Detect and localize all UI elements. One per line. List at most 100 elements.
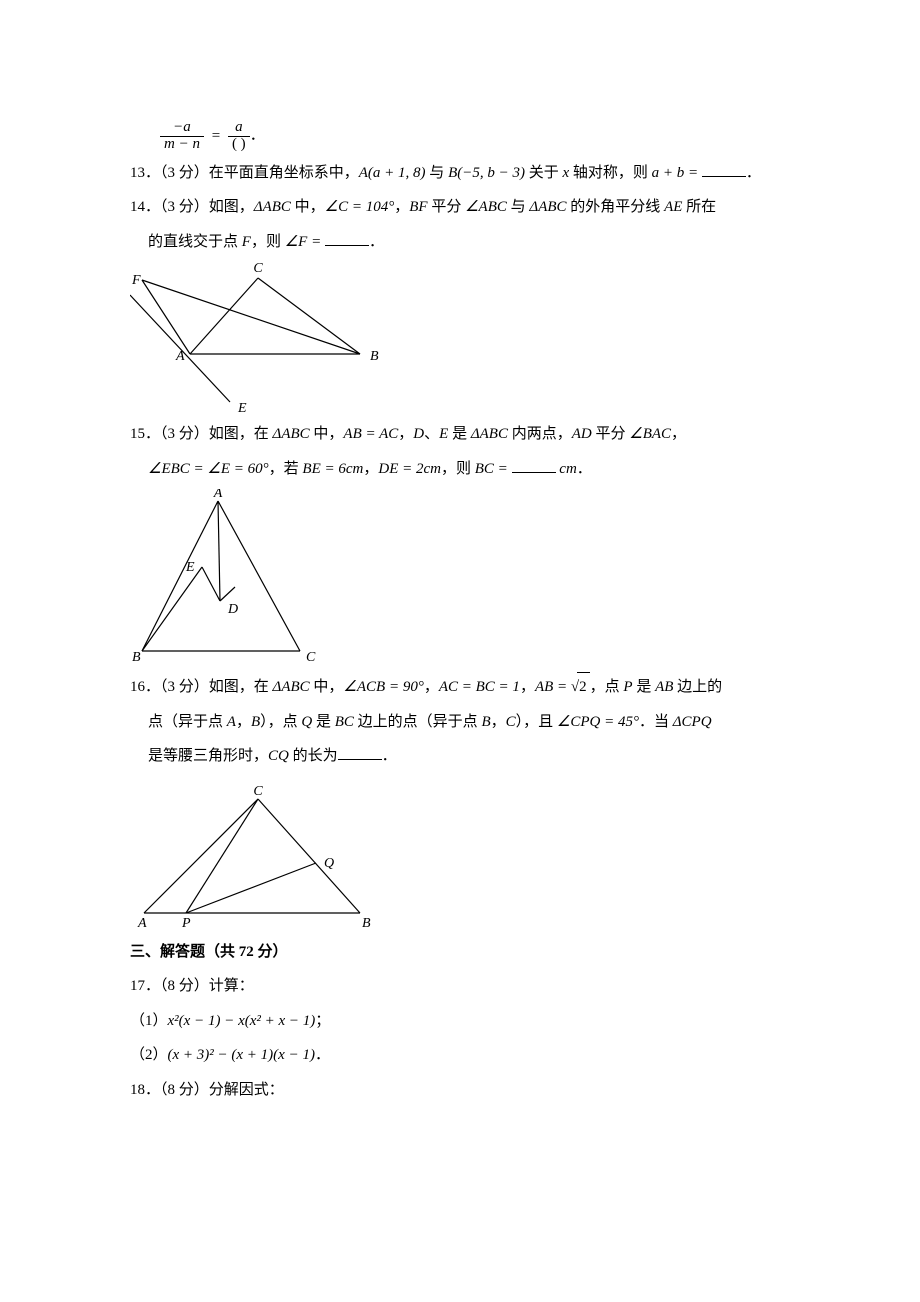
q13-blank xyxy=(702,162,746,177)
q16-P: P xyxy=(623,679,632,695)
q16-l1d: ， xyxy=(520,679,535,695)
lbl-A: A xyxy=(213,489,223,501)
question-16-line3: 是等腰三角形时，CQ 的长为． xyxy=(130,742,920,771)
q15-angBAC: ∠BAC xyxy=(629,426,671,442)
q15-E: E xyxy=(439,426,448,442)
lbl-A: A xyxy=(175,349,185,364)
q14-BF: BF xyxy=(409,199,427,215)
q17-p2end: ． xyxy=(315,1047,330,1063)
lbl-E: E xyxy=(185,560,195,575)
q16-l3b: 的长为 xyxy=(289,748,338,764)
lbl-B: B xyxy=(362,916,371,930)
q14-figure: F C A B E xyxy=(130,262,920,412)
q15-l1c: ， xyxy=(398,426,413,442)
q15-eq1: AB = AC xyxy=(343,426,398,442)
q15-l1a: 15．（3 分）如图，在 xyxy=(130,426,273,442)
q16-blank xyxy=(338,746,382,761)
q13-mid3: 轴对称，则 xyxy=(569,165,652,181)
question-14-line1: 14．（3 分）如图，ΔABC 中，∠C = 104°，BF 平分 ∠ABC 与… xyxy=(130,193,920,222)
q13-end: ． xyxy=(746,165,761,181)
question-13: 13．（3 分）在平面直角坐标系中，A(a + 1, 8) 与 B(−5, b … xyxy=(130,159,920,188)
q16-Apt: A xyxy=(227,714,236,730)
q16-ABeq: AB = xyxy=(535,679,571,695)
frac-right-den: ( ) xyxy=(232,136,246,152)
frac-left-num: −a xyxy=(173,119,191,135)
frac-left-den: m − n xyxy=(164,136,200,152)
lbl-P: P xyxy=(181,916,191,930)
q15-l1h: ， xyxy=(671,426,686,442)
q14-tri: ΔABC xyxy=(254,199,291,215)
q15-unit: cm xyxy=(556,461,577,477)
q13-B: B(−5, b − 3) xyxy=(448,165,525,181)
lbl-C: C xyxy=(253,262,263,276)
q15-l1e: 是 xyxy=(448,426,471,442)
q16-l1b: 中， xyxy=(310,679,344,695)
q17-e1: x²(x − 1) − x(x² + x − 1) xyxy=(168,1013,316,1029)
q17-e2: (x + 3)² − (x + 1)(x − 1) xyxy=(168,1047,315,1063)
q14-AE: AE xyxy=(664,199,682,215)
question-17-part1: （1）x²(x − 1) − x(x² + x − 1)； xyxy=(130,1007,920,1036)
fraction-right: a ( ) xyxy=(228,120,250,153)
q16-tri: ΔABC xyxy=(273,679,310,695)
lbl-D: D xyxy=(227,602,238,617)
q13-mid1: 与 xyxy=(426,165,449,181)
q14-l1f: 的外角平分线 xyxy=(567,199,665,215)
q14-l1c: ， xyxy=(394,199,409,215)
question-18-head: 18．（8 分）分解因式： xyxy=(130,1076,920,1105)
q13-mid2: 关于 xyxy=(525,165,563,181)
q16-l3a: 是等腰三角形时， xyxy=(148,748,268,764)
q15-AD: AD xyxy=(572,426,592,442)
q16-l2c: 是 xyxy=(312,714,335,730)
q15-BC: BC = xyxy=(475,461,508,477)
equals-sign: = xyxy=(212,128,220,144)
q15-l1g: 平分 xyxy=(592,426,630,442)
q16-Cpt: C xyxy=(506,714,516,730)
q16-l2d: 边上的点（异于点 xyxy=(354,714,482,730)
lbl-B: B xyxy=(370,349,379,364)
question-15-line1: 15．（3 分）如图，在 ΔABC 中，AB = AC，D、E 是 ΔABC 内… xyxy=(130,420,920,449)
q16-l2a: 点（异于点 xyxy=(148,714,227,730)
q15-l2c: ， xyxy=(363,461,378,477)
q15-diagram: A B C E D xyxy=(130,489,320,664)
section-3-heading: 三、解答题（共 72 分） xyxy=(130,938,920,967)
q15-l1d: 、 xyxy=(424,426,439,442)
q15-figure: A B C E D xyxy=(130,489,920,664)
question-17-head: 17．（8 分）计算： xyxy=(130,972,920,1001)
q14-angABC: ∠ABC xyxy=(465,199,507,215)
q14-tri2: ΔABC xyxy=(529,199,566,215)
q16-Bpt: B xyxy=(251,714,260,730)
q14-l1d: 平分 xyxy=(428,199,466,215)
q16-diagram: A B C P Q xyxy=(130,785,380,930)
q16-CQ: CQ xyxy=(268,748,289,764)
q16-l1e: ，点 xyxy=(590,679,624,695)
q16-Q: Q xyxy=(301,714,312,730)
q14-l2a: 的直线交于点 xyxy=(148,234,242,250)
q14-angF: ∠F = xyxy=(285,234,321,250)
q15-l1f: 内两点， xyxy=(508,426,572,442)
q16-comma1: ， xyxy=(236,714,251,730)
q16-angCPQ: ∠CPQ = 45° xyxy=(557,714,639,730)
frac-right-num: a xyxy=(235,119,243,135)
lbl-C: C xyxy=(253,785,263,799)
q14-l1a: 14．（3 分）如图， xyxy=(130,199,254,215)
q16-figure: A B C P Q xyxy=(130,785,920,930)
question-17-part2: （2）(x + 3)² − (x + 1)(x − 1)． xyxy=(130,1041,920,1070)
q13-A: A(a + 1, 8) xyxy=(359,165,426,181)
q15-l2a: ∠EBC = ∠E = 60° xyxy=(148,461,269,477)
q16-l1g: 边上的 xyxy=(673,679,722,695)
q15-l2b: ，若 xyxy=(269,461,303,477)
q17-p1end: ； xyxy=(315,1013,330,1029)
q14-end: ． xyxy=(369,234,384,250)
q16-l1f: 是 xyxy=(633,679,656,695)
formula-period: ． xyxy=(250,128,265,144)
q16-BCseg: BC xyxy=(335,714,354,730)
lbl-Q: Q xyxy=(324,856,334,871)
fraction-left: −a m − n xyxy=(160,120,204,153)
question-16-line2: 点（异于点 A，B），点 Q 是 BC 边上的点（异于点 B，C），且 ∠CPQ… xyxy=(130,708,920,737)
formula-q12-tail: −a m − n = a ( ) ． xyxy=(130,120,920,153)
q14-l2b: ，则 xyxy=(251,234,285,250)
q15-l1b: 中， xyxy=(310,426,344,442)
q16-triCPQ: ΔCPQ xyxy=(673,714,712,730)
q16-Bpt2: B xyxy=(481,714,490,730)
question-16-line1: 16．（3 分）如图，在 ΔABC 中，∠ACB = 90°，AC = BC =… xyxy=(130,672,920,702)
